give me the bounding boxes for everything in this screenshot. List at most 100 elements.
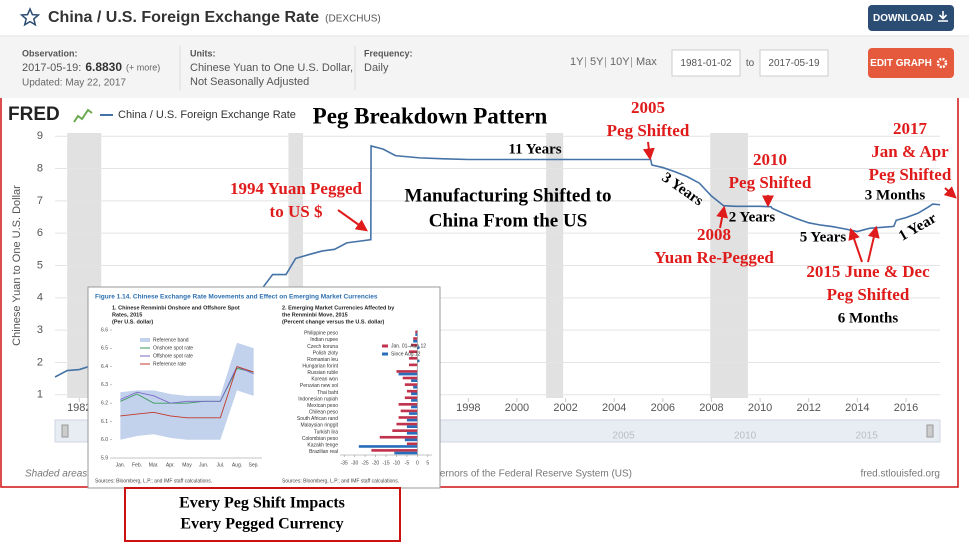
bar (413, 339, 418, 343)
x-tick-label: 5 (426, 460, 429, 466)
bar (413, 385, 418, 389)
bar (396, 370, 418, 373)
start-date[interactable]: 1981-01-02 (680, 58, 732, 69)
annotation: 2015 June & Dec (806, 262, 930, 281)
download-bg[interactable] (868, 5, 954, 31)
x-tick-label: 2010 (748, 402, 772, 414)
x-tick-label: Aug. (232, 462, 242, 468)
favorite-star[interactable] (19, 7, 41, 27)
y-tick-label: 6.5 (101, 346, 108, 352)
units: Not Seasonally Adjusted (190, 76, 309, 88)
bar (404, 396, 418, 400)
info-bar: Observation: 2017-05-19: 6.8830 (+ more)… (0, 37, 969, 98)
inset-frame (87, 286, 441, 489)
range-button[interactable]: 5Y (590, 56, 604, 68)
category-label: Indian rupee (310, 337, 338, 343)
category-label: Polish zloty (313, 350, 339, 356)
bar (417, 359, 420, 363)
annotation: Peg Shifted (827, 285, 910, 304)
x-tick-label: Jul. (216, 462, 224, 468)
bar (409, 350, 418, 354)
arrow (716, 205, 729, 229)
callout-box (124, 487, 401, 542)
legend-label: Offshore spot rate (153, 353, 193, 359)
end-date-input[interactable] (759, 49, 829, 77)
x-tick-label: 2012 (796, 402, 820, 414)
header-bg (0, 0, 969, 36)
to-label: to (746, 58, 755, 69)
observation-value: 6.8830 (85, 60, 122, 74)
category-label: Kazakh tenge (307, 442, 338, 448)
download-label[interactable]: DOWNLOAD (873, 13, 933, 24)
chart-title: Peg Breakdown Pattern (313, 103, 548, 128)
x-tick-label: 2008 (699, 402, 723, 414)
panel-title: (Percent change versus the U.S. dollar) (282, 319, 385, 325)
x-tick-label: -30 (351, 460, 358, 466)
bar (415, 333, 418, 336)
gear-icon[interactable] (936, 57, 948, 69)
y-tick-label: 6.6 (101, 327, 108, 333)
callout: Every Peg Shift Impacts Every Pegged Cur… (124, 487, 401, 542)
y-tick-label: 6.0 (101, 437, 108, 443)
navigator-handle[interactable] (926, 424, 934, 438)
navigator-label: 2010 (734, 431, 757, 442)
series-line (120, 367, 254, 404)
bar (396, 422, 418, 426)
category-label: Mexican peso (307, 403, 338, 409)
edit-graph-button[interactable]: EDIT GRAPH (868, 48, 954, 78)
end-date[interactable]: 2017-05-19 (768, 58, 820, 69)
annotation: 2017 (893, 119, 928, 138)
bar (406, 389, 418, 393)
bar (415, 330, 418, 334)
bar (404, 383, 418, 386)
category-label: Turkish lira (314, 429, 338, 435)
series-title: China / U.S. Foreign Exchange Rate (48, 9, 319, 26)
bar (394, 451, 418, 455)
bar (402, 376, 418, 380)
bar (411, 379, 418, 382)
bar (413, 337, 418, 340)
range-button[interactable]: 1Y (570, 56, 584, 68)
annotations: 2005 Peg Shifted 11 Years 1994 Yuan Pegged t… (230, 98, 952, 327)
x-tick-label: -15 (382, 460, 389, 466)
y-tick-label: 6.1 (101, 419, 108, 425)
annotation: 2005 (631, 98, 665, 117)
bar (406, 431, 418, 435)
bar (409, 356, 418, 360)
navigator-handle[interactable] (61, 424, 69, 438)
bar (406, 442, 418, 446)
units: Chinese Yuan to One U.S. Dollar, (190, 62, 353, 74)
download-icon[interactable] (938, 11, 948, 22)
bar (398, 416, 418, 419)
bar (417, 346, 420, 350)
x-tick-label: -5 (405, 460, 410, 466)
edit-graph-label[interactable]: EDIT GRAPH (870, 58, 932, 69)
x-tick-label: 2006 (651, 402, 675, 414)
bar (406, 425, 418, 429)
legend-swatch (382, 352, 388, 356)
range-button[interactable]: 10Y (610, 56, 630, 68)
bar (392, 429, 418, 432)
series-line (120, 365, 254, 404)
annotation: 11 Years (508, 141, 561, 157)
x-tick-label: -25 (361, 460, 368, 466)
site-link[interactable]: fred.stlouisfed.org (861, 469, 941, 480)
edit-graph-bg[interactable] (868, 48, 954, 78)
download-button[interactable]: DOWNLOAD (868, 5, 954, 31)
arrow (642, 141, 655, 161)
legend-label: China / U.S. Foreign Exchange Rate (118, 109, 296, 121)
annotation: 1994 Yuan Pegged (230, 179, 362, 198)
x-tick-label: -35 (341, 460, 348, 466)
inset-title: Figure 1.14. Chinese Exchange Rate Movem… (95, 294, 378, 301)
x-tick-label: May (182, 462, 192, 468)
observation-more[interactable]: (+ more) (126, 62, 160, 72)
fred-logo: FRED (8, 104, 60, 125)
bar (406, 418, 418, 422)
bar (358, 445, 418, 448)
x-tick-label: Sep. (249, 462, 259, 468)
range-separator: | (604, 56, 607, 68)
start-date-input[interactable] (671, 49, 741, 77)
category-label: Colombian peso (302, 436, 338, 442)
range-button[interactable]: Max (636, 56, 657, 68)
